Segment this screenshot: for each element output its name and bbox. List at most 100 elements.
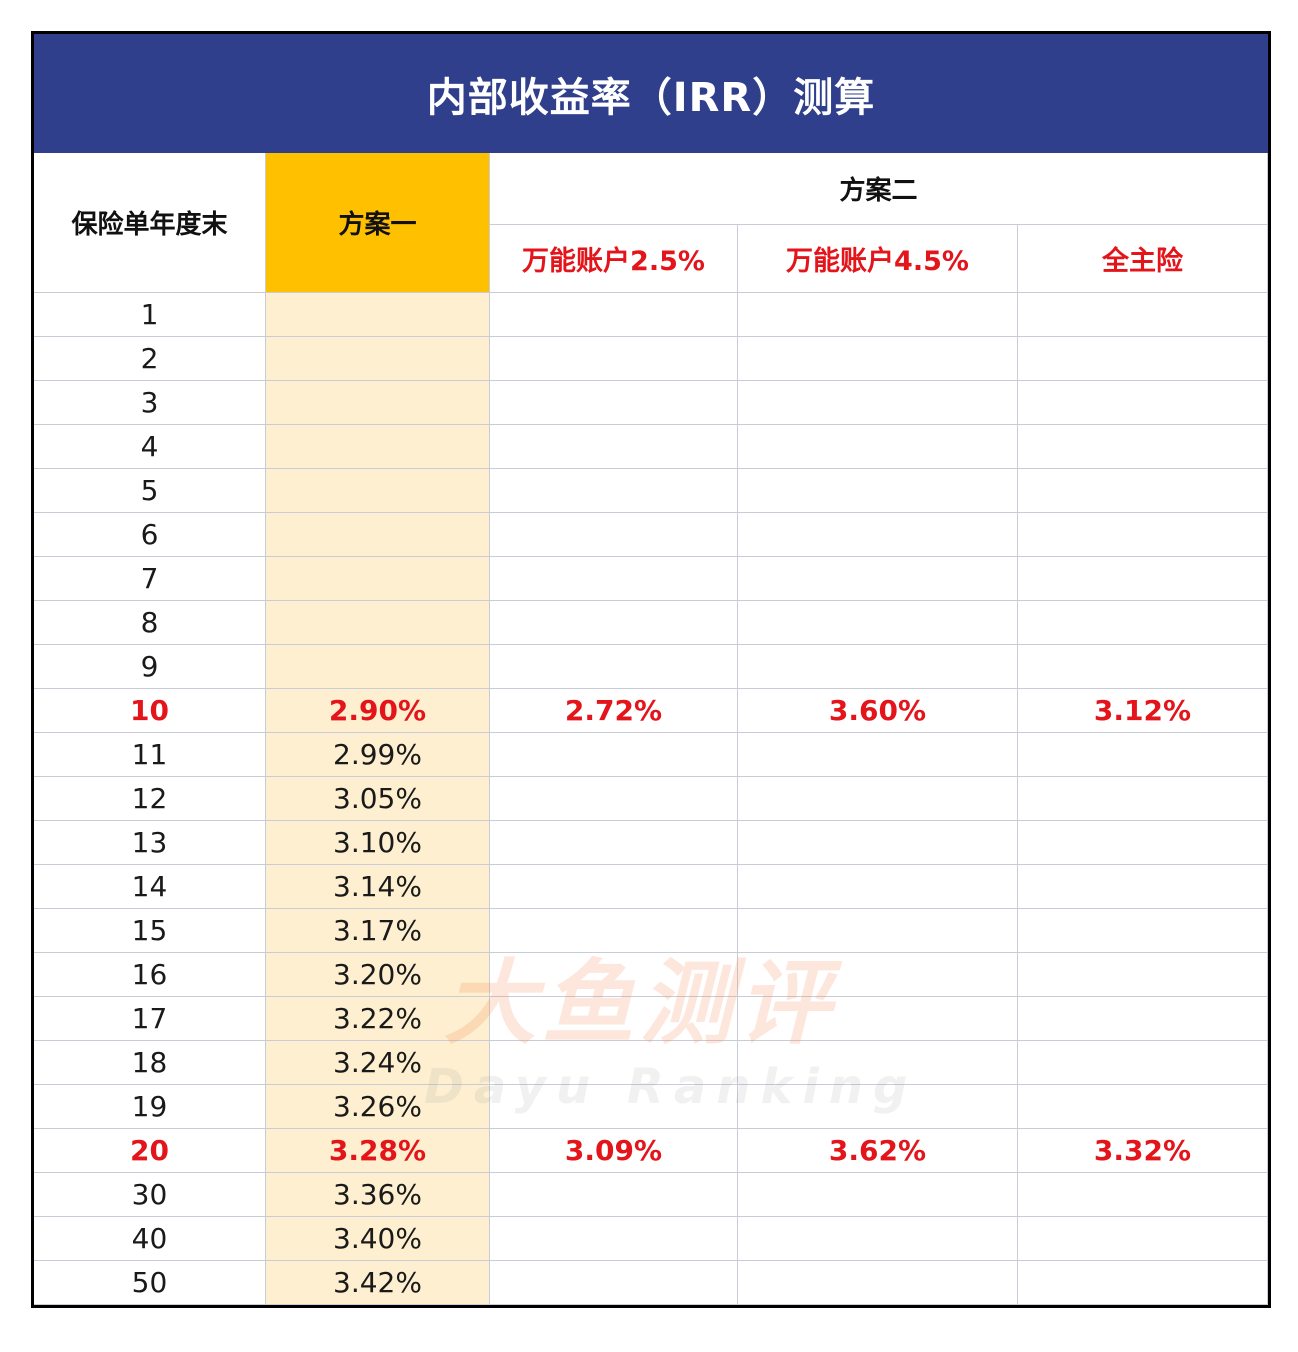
universal-4-5-irr-cell: [738, 821, 1018, 865]
plan1-irr-cell: [266, 601, 490, 645]
plan1-irr-cell: 3.24%: [266, 1041, 490, 1085]
universal-4-5-irr-cell: 3.62%: [738, 1129, 1018, 1173]
plan1-irr-cell: [266, 381, 490, 425]
year-cell: 20: [34, 1129, 266, 1173]
universal-2-5-irr-cell: [490, 645, 738, 689]
universal-4-5-irr-cell: [738, 601, 1018, 645]
plan2-full-main-header: 全主险: [1018, 225, 1268, 293]
year-cell: 1: [34, 293, 266, 337]
plan1-irr-cell: 3.20%: [266, 953, 490, 997]
plan1-irr-cell: [266, 645, 490, 689]
full-main-irr-cell: [1018, 293, 1268, 337]
year-cell: 16: [34, 953, 266, 997]
year-cell: 18: [34, 1041, 266, 1085]
plan1-irr-cell: 3.26%: [266, 1085, 490, 1129]
full-main-irr-cell: [1018, 425, 1268, 469]
plan1-irr-cell: 2.99%: [266, 733, 490, 777]
universal-2-5-irr-cell: [490, 997, 738, 1041]
table-title: 内部收益率（IRR）测算: [34, 34, 1268, 153]
universal-4-5-irr-cell: [738, 953, 1018, 997]
full-main-irr-cell: [1018, 953, 1268, 997]
plan1-header: 方案一: [266, 153, 490, 293]
plan1-irr-cell: 3.17%: [266, 909, 490, 953]
universal-2-5-irr-cell: [490, 469, 738, 513]
universal-4-5-irr-cell: [738, 1173, 1018, 1217]
year-cell: 50: [34, 1261, 266, 1305]
full-main-irr-cell: [1018, 865, 1268, 909]
universal-4-5-irr-cell: 3.60%: [738, 689, 1018, 733]
year-cell: 14: [34, 865, 266, 909]
year-cell: 4: [34, 425, 266, 469]
full-main-irr-cell: [1018, 381, 1268, 425]
full-main-irr-cell: [1018, 1261, 1268, 1305]
plan1-irr-cell: 3.42%: [266, 1261, 490, 1305]
year-cell: 10: [34, 689, 266, 733]
universal-4-5-irr-cell: [738, 293, 1018, 337]
universal-2-5-irr-cell: [490, 557, 738, 601]
full-main-irr-cell: [1018, 997, 1268, 1041]
year-cell: 3: [34, 381, 266, 425]
universal-4-5-irr-cell: [738, 337, 1018, 381]
year-cell: 30: [34, 1173, 266, 1217]
plan1-irr-cell: [266, 337, 490, 381]
year-column-header: 保险单年度末: [34, 153, 266, 293]
year-cell: 5: [34, 469, 266, 513]
irr-table-frame: 内部收益率（IRR）测算 保险单年度末 方案一 方案二 万能账户2.5% 万能账…: [31, 31, 1271, 1308]
universal-4-5-irr-cell: [738, 997, 1018, 1041]
universal-4-5-irr-cell: [738, 777, 1018, 821]
full-main-irr-cell: [1018, 1217, 1268, 1261]
full-main-irr-cell: [1018, 909, 1268, 953]
universal-4-5-irr-cell: [738, 733, 1018, 777]
plan1-irr-cell: 3.40%: [266, 1217, 490, 1261]
universal-4-5-irr-cell: [738, 425, 1018, 469]
universal-2-5-irr-cell: [490, 777, 738, 821]
full-main-irr-cell: [1018, 1085, 1268, 1129]
plan1-irr-cell: 3.22%: [266, 997, 490, 1041]
year-cell: 19: [34, 1085, 266, 1129]
full-main-irr-cell: 3.32%: [1018, 1129, 1268, 1173]
year-cell: 15: [34, 909, 266, 953]
plan1-irr-cell: 3.28%: [266, 1129, 490, 1173]
universal-2-5-irr-cell: [490, 425, 738, 469]
universal-4-5-irr-cell: [738, 645, 1018, 689]
year-cell: 8: [34, 601, 266, 645]
universal-4-5-irr-cell: [738, 1217, 1018, 1261]
universal-2-5-irr-cell: [490, 337, 738, 381]
universal-4-5-irr-cell: [738, 1085, 1018, 1129]
year-cell: 7: [34, 557, 266, 601]
universal-4-5-irr-cell: [738, 1261, 1018, 1305]
plan1-irr-cell: 2.90%: [266, 689, 490, 733]
universal-4-5-irr-cell: [738, 865, 1018, 909]
universal-2-5-irr-cell: [490, 1085, 738, 1129]
universal-2-5-irr-cell: [490, 1217, 738, 1261]
full-main-irr-cell: 3.12%: [1018, 689, 1268, 733]
plan2-universal-4-5-header: 万能账户4.5%: [738, 225, 1018, 293]
universal-4-5-irr-cell: [738, 381, 1018, 425]
universal-2-5-irr-cell: 3.09%: [490, 1129, 738, 1173]
full-main-irr-cell: [1018, 601, 1268, 645]
full-main-irr-cell: [1018, 557, 1268, 601]
full-main-irr-cell: [1018, 821, 1268, 865]
universal-2-5-irr-cell: [490, 293, 738, 337]
year-cell: 13: [34, 821, 266, 865]
year-cell: 11: [34, 733, 266, 777]
full-main-irr-cell: [1018, 513, 1268, 557]
plan1-irr-cell: [266, 469, 490, 513]
year-cell: 17: [34, 997, 266, 1041]
universal-2-5-irr-cell: [490, 1041, 738, 1085]
universal-4-5-irr-cell: [738, 1041, 1018, 1085]
universal-2-5-irr-cell: 2.72%: [490, 689, 738, 733]
plan1-irr-cell: [266, 513, 490, 557]
universal-2-5-irr-cell: [490, 909, 738, 953]
year-cell: 9: [34, 645, 266, 689]
plan1-irr-cell: 3.36%: [266, 1173, 490, 1217]
full-main-irr-cell: [1018, 1041, 1268, 1085]
universal-2-5-irr-cell: [490, 1261, 738, 1305]
plan1-irr-cell: [266, 293, 490, 337]
year-cell: 40: [34, 1217, 266, 1261]
universal-2-5-irr-cell: [490, 821, 738, 865]
full-main-irr-cell: [1018, 733, 1268, 777]
universal-2-5-irr-cell: [490, 513, 738, 557]
universal-4-5-irr-cell: [738, 557, 1018, 601]
